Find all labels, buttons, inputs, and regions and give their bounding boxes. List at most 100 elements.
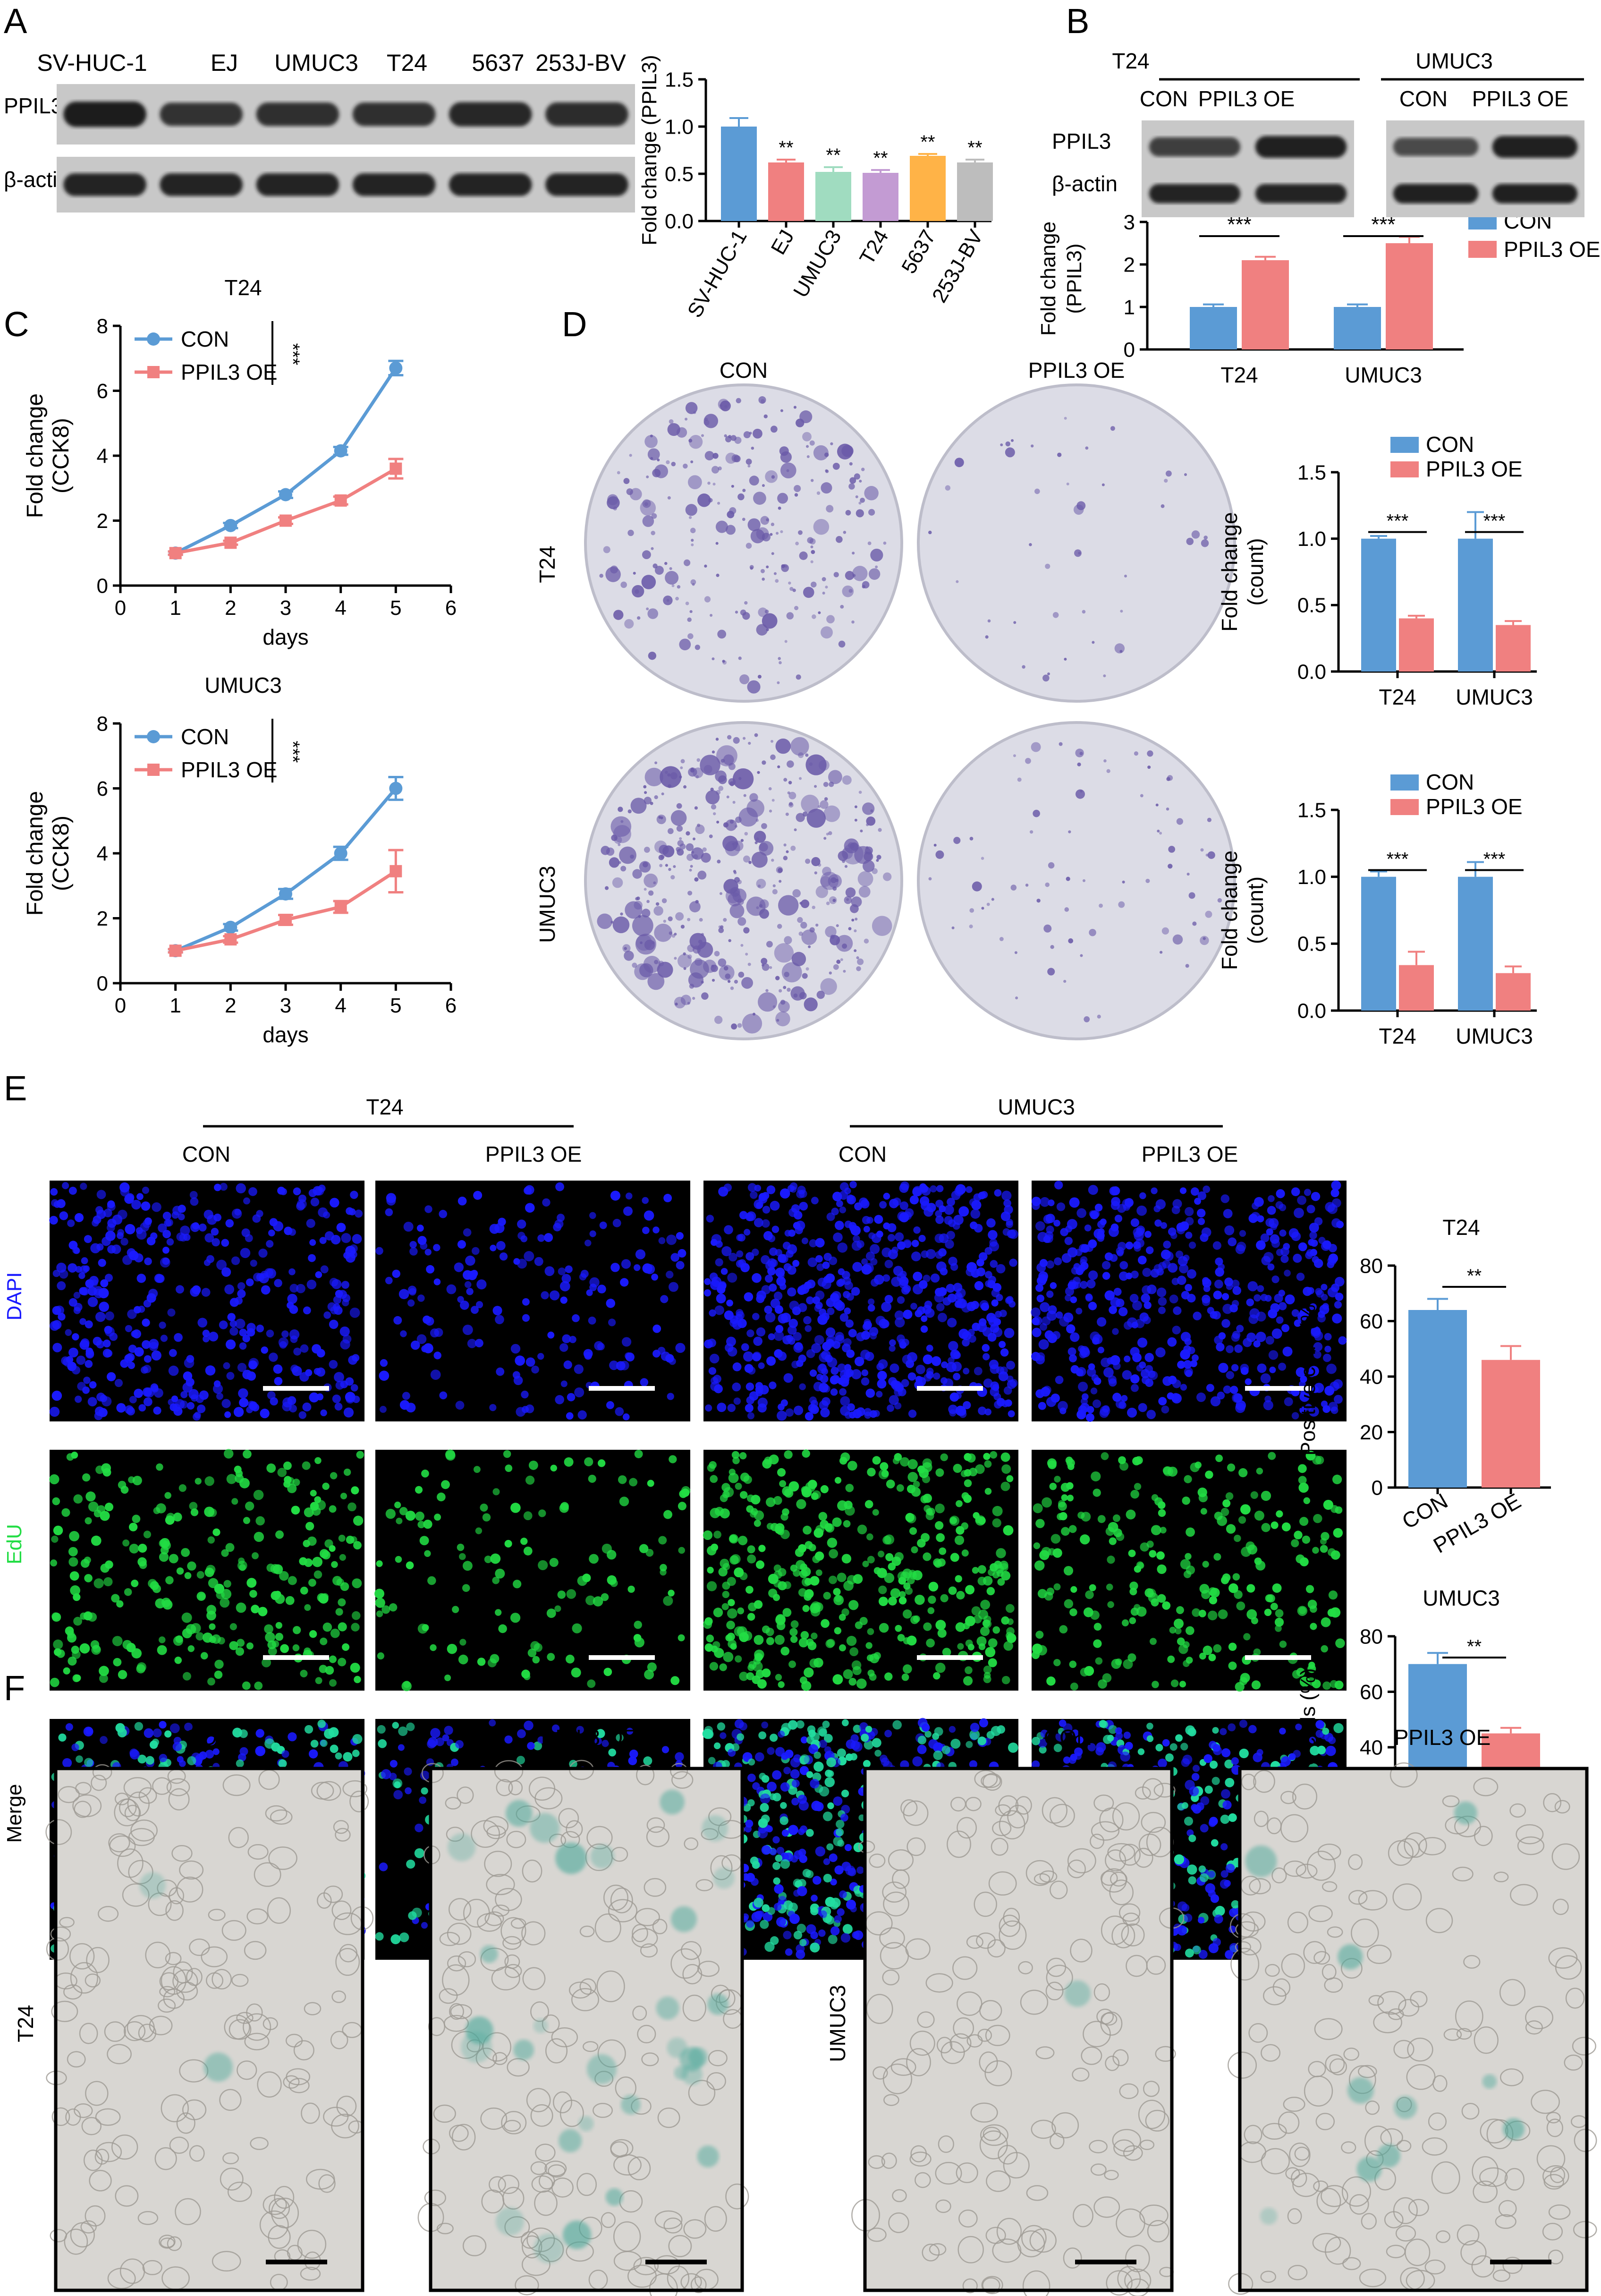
cell-nucleus: [538, 1560, 548, 1571]
cell-nucleus: [392, 1722, 399, 1729]
cell-nucleus: [221, 1239, 229, 1247]
cell-nucleus: [818, 1512, 828, 1521]
colony: [722, 835, 738, 851]
cell-nucleus: [731, 1451, 740, 1459]
colony: [659, 864, 663, 867]
cell-nucleus: [577, 1410, 587, 1420]
cell-nucleus: [738, 1259, 746, 1267]
cell-nucleus: [1218, 1362, 1228, 1373]
cell-nucleus: [1192, 1354, 1199, 1361]
cell-nucleus: [494, 1223, 505, 1233]
colony: [749, 476, 759, 486]
cell-nucleus: [1147, 1284, 1157, 1294]
colony: [689, 868, 692, 872]
cell-nucleus: [864, 1500, 873, 1509]
colony: [769, 966, 772, 969]
cell-nucleus: [923, 1552, 932, 1561]
cell-nucleus: [790, 1769, 800, 1779]
cell-nucleus: [61, 1508, 70, 1517]
cell-nucleus: [334, 1372, 344, 1383]
cell-nucleus: [52, 1269, 60, 1277]
colony: [878, 828, 882, 832]
cell-nucleus: [852, 1262, 863, 1272]
cell-nucleus: [1129, 1293, 1139, 1303]
cell-nucleus: [714, 1305, 724, 1315]
cell-nucleus: [1001, 1675, 1010, 1684]
colony: [796, 674, 801, 680]
cell-nucleus: [1036, 1263, 1046, 1273]
cell-nucleus: [1225, 1492, 1234, 1500]
cell-nucleus: [761, 1219, 770, 1228]
colony: [665, 864, 668, 867]
cell-nucleus: [830, 1388, 838, 1396]
cell-nucleus: [513, 1258, 520, 1265]
cell-nucleus: [884, 1295, 893, 1304]
colony: [771, 552, 774, 555]
cell-nucleus: [910, 1302, 917, 1310]
cell-nucleus: [1185, 1369, 1193, 1378]
cell-nucleus: [708, 1367, 717, 1375]
cell-nucleus: [827, 1639, 835, 1648]
cell-nucleus: [711, 1239, 718, 1246]
colony: [751, 446, 754, 450]
colony: [866, 823, 869, 826]
colony: [857, 871, 873, 887]
cell-nucleus: [1119, 1462, 1129, 1471]
cell-nucleus: [728, 1599, 735, 1607]
cell-nucleus: [159, 1321, 166, 1329]
colony: [695, 900, 699, 904]
cell-nucleus: [1236, 1601, 1245, 1611]
cell-nucleus: [1185, 1553, 1192, 1560]
cell-nucleus: [208, 1331, 219, 1342]
cell-nucleus: [172, 1742, 182, 1752]
colony: [737, 1023, 742, 1028]
cell-nucleus: [596, 1729, 605, 1738]
cell-nucleus: [766, 1637, 774, 1645]
cell-nucleus: [419, 1796, 427, 1804]
cell-nucleus: [1113, 1528, 1122, 1538]
cell-nucleus: [1070, 1586, 1077, 1593]
cell-nucleus: [908, 1410, 917, 1418]
cell-nucleus: [198, 1224, 207, 1232]
colony: [842, 775, 852, 785]
cell-nucleus: [74, 1302, 83, 1312]
colony: [697, 870, 707, 880]
colony: [775, 738, 791, 754]
cell-nucleus: [921, 1250, 929, 1259]
cell-nucleus: [1202, 1561, 1209, 1568]
cell-nucleus: [1222, 1573, 1231, 1582]
blot-band: [160, 102, 243, 126]
cell-nucleus: [977, 1565, 986, 1574]
cell-nucleus: [84, 1758, 93, 1767]
cell-nucleus: [474, 1339, 483, 1348]
colony: [780, 1000, 786, 1005]
cell-nucleus: [503, 1450, 511, 1458]
cell-nucleus: [132, 1329, 142, 1339]
colony: [1068, 830, 1071, 833]
cell-nucleus: [862, 1216, 871, 1225]
colony: [644, 797, 652, 805]
cell-nucleus: [886, 1480, 895, 1488]
legend-label: CON: [181, 327, 229, 351]
colony: [635, 897, 639, 901]
cell-nucleus: [352, 1354, 360, 1362]
cell-nucleus: [322, 1482, 330, 1490]
colony: [781, 564, 785, 569]
cell-nucleus: [1296, 1554, 1305, 1564]
cell-nucleus: [330, 1234, 341, 1245]
cell-nucleus: [853, 1725, 862, 1733]
cell-nucleus: [707, 1566, 714, 1574]
cell-nucleus: [610, 1191, 620, 1201]
colony: [1101, 483, 1105, 486]
colony: [810, 560, 813, 563]
cell-nucleus: [635, 1249, 646, 1259]
cell-nucleus: [619, 1361, 629, 1370]
cell-nucleus: [80, 1182, 87, 1190]
cell-nucleus: [1101, 1261, 1111, 1270]
colony: [641, 575, 656, 589]
cell-nucleus: [553, 1223, 562, 1232]
cell-nucleus: [770, 1200, 780, 1211]
cell-nucleus: [499, 1252, 508, 1261]
cell-nucleus: [1167, 1655, 1175, 1663]
